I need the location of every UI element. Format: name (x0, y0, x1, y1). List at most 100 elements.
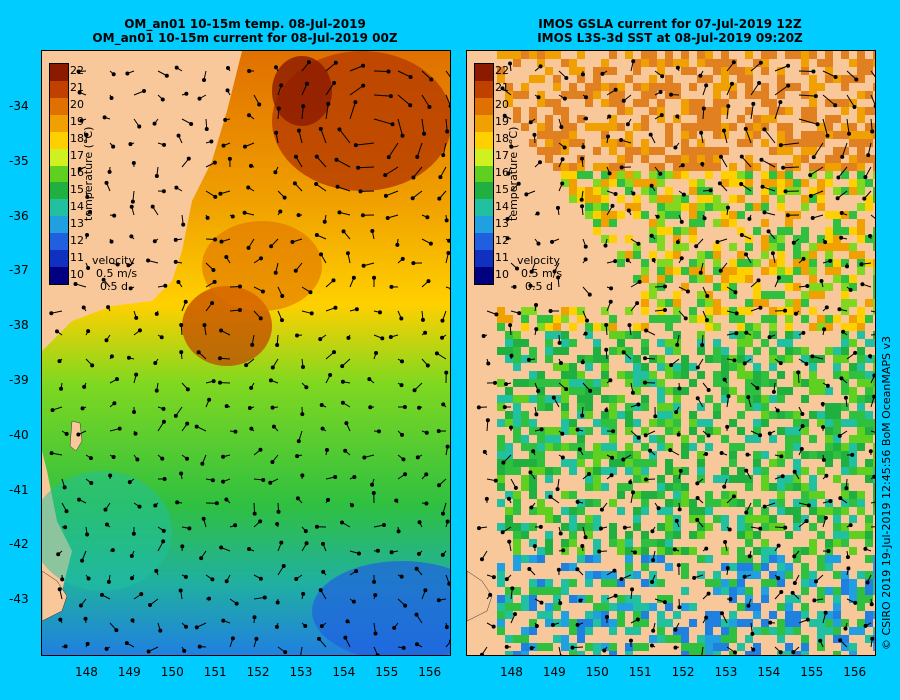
sst-cell (857, 395, 865, 403)
sst-cell (681, 451, 689, 459)
sst-cell (569, 139, 577, 147)
velocity-arrow-head (111, 455, 116, 460)
velocity-arrow-head (776, 275, 781, 280)
velocity-arrow-head (508, 323, 513, 328)
sst-cell (793, 419, 801, 427)
sst-cell (689, 219, 697, 227)
sst-cell (561, 91, 569, 99)
sst-cell (761, 379, 769, 387)
sst-cell (505, 603, 513, 611)
sst-cell (825, 211, 833, 219)
sst-cell (673, 299, 681, 307)
sst-cell (841, 147, 849, 155)
velocity-arrow-head (258, 447, 263, 452)
velocity-arrow-head (399, 383, 404, 388)
sst-cell (601, 211, 609, 219)
velocity-arrow-head (821, 457, 826, 462)
sst-cell (545, 443, 553, 451)
velocity-arrow-head (613, 87, 618, 92)
velocity-arrow (445, 286, 450, 289)
velocity-arrow-head (356, 165, 361, 170)
velocity-arrow-head (839, 376, 844, 381)
velocity-arrow-head (340, 520, 345, 525)
sst-cell (697, 515, 705, 523)
velocity-arrow-head (792, 554, 797, 559)
velocity-arrow-head (159, 335, 164, 340)
velocity-arrow-head (204, 127, 209, 132)
sst-cell (609, 467, 617, 475)
sst-cell (585, 515, 593, 523)
sst-cell (857, 139, 865, 147)
velocity-arrow-head (309, 311, 314, 316)
sst-cell (545, 547, 553, 555)
sst-cell (801, 587, 809, 595)
sst-cell (841, 211, 849, 219)
sst-cell (697, 275, 705, 283)
velocity-arrow-head (678, 468, 683, 473)
sst-cell (697, 51, 705, 59)
sst-cell (625, 235, 633, 243)
velocity-arrow-head (575, 567, 580, 572)
sst-cell (569, 467, 577, 475)
velocity-arrow-head (588, 388, 593, 393)
sst-cell (641, 307, 649, 315)
velocity-arrow-head (786, 83, 791, 88)
sst-cell (697, 555, 705, 563)
y-tick-label: -34 (9, 99, 29, 113)
velocity-arrow-head (676, 563, 681, 568)
sst-cell (529, 107, 537, 115)
sst-cell (745, 67, 753, 75)
velocity-arrow-head (199, 556, 204, 561)
velocity-arrow-head (669, 363, 674, 368)
sst-cell (601, 195, 609, 203)
velocity-arrow-head (805, 617, 810, 622)
sst-cell (761, 179, 769, 187)
velocity-arrow-head (212, 160, 217, 165)
velocity-arrow-head (793, 311, 798, 316)
sst-cell (593, 83, 601, 91)
velocity-arrow-head (727, 527, 732, 532)
sst-cell (585, 123, 593, 131)
sst-cell (713, 427, 721, 435)
sst-cell (601, 379, 609, 387)
velocity-arrow-head (162, 477, 167, 482)
velocity-arrow-head (560, 455, 565, 460)
velocity-arrow-head (583, 331, 588, 336)
sst-cell (577, 187, 585, 195)
sst-cell (833, 595, 841, 603)
colorbar-label: 13 (70, 216, 84, 230)
velocity-arrow-head (219, 239, 224, 244)
velocity-arrow-head (279, 540, 284, 545)
sst-cell (833, 243, 841, 251)
sst-cell (617, 611, 625, 619)
sst-cell (601, 643, 609, 651)
velocity-arrow-head (441, 402, 446, 407)
sst-cell (841, 83, 849, 91)
sst-cell (561, 491, 569, 499)
velocity-arrow-head (112, 401, 117, 406)
velocity-arrow-head (644, 328, 649, 333)
velocity-arrow-head (179, 350, 184, 355)
velocity-arrow-head (132, 409, 137, 414)
velocity-arrow-head (648, 448, 653, 453)
sst-cell (761, 99, 769, 107)
sst-cell (873, 491, 875, 499)
sst-cell (561, 443, 569, 451)
sst-cell (705, 123, 713, 131)
sst-cell (665, 299, 673, 307)
sst-cell (681, 131, 689, 139)
sst-cell (777, 75, 785, 83)
sst-cell (825, 235, 833, 243)
velocity-arrow-head (775, 408, 780, 413)
sst-cell (689, 99, 697, 107)
velocity-arrow-head (129, 234, 134, 239)
sst-cell (697, 147, 705, 155)
sst-cell (593, 379, 601, 387)
sst-cell (841, 571, 849, 579)
sst-cell (673, 475, 681, 483)
velocity-arrow-head (174, 185, 179, 190)
sst-cell (777, 187, 785, 195)
sst-cell (609, 179, 617, 187)
velocity-arrow (798, 118, 818, 125)
velocity-arrow-head (762, 504, 767, 509)
